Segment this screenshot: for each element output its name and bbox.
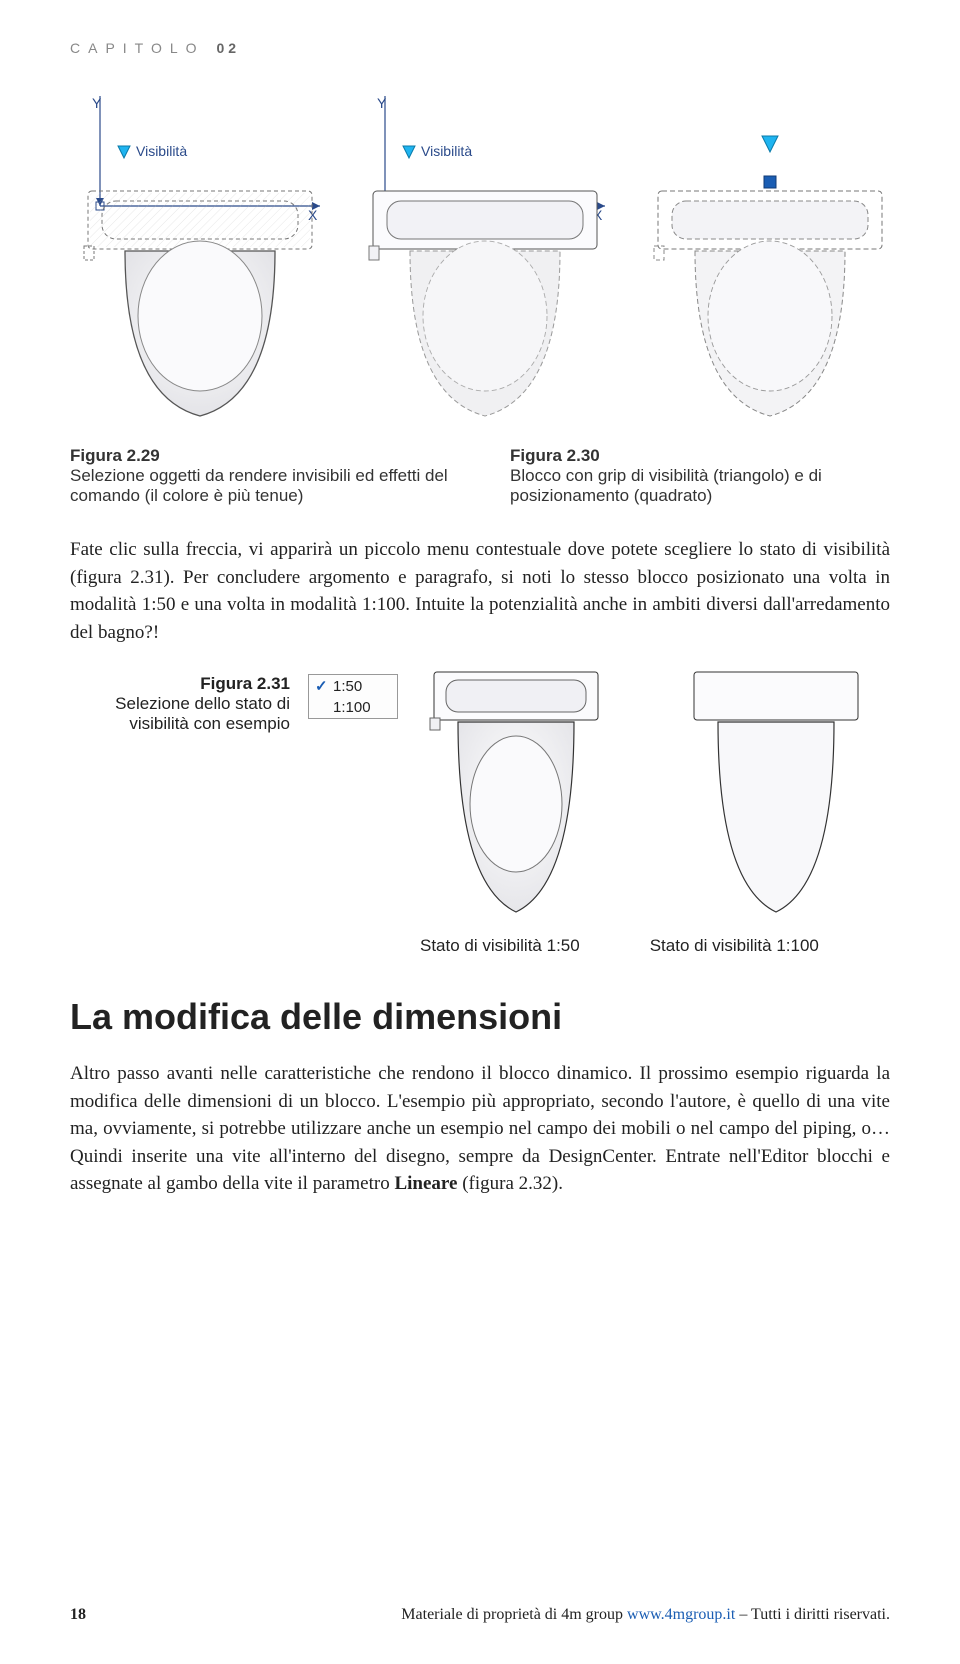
fig231-toilets: [426, 664, 866, 924]
fig230-number: Figura 2.30: [510, 446, 600, 465]
footer-link[interactable]: www.4mgroup.it: [627, 1606, 735, 1623]
scale-menu-item-other[interactable]: 1:100: [309, 697, 397, 718]
check-icon: ✓: [315, 677, 327, 695]
scale-menu-other: 1:100: [333, 699, 371, 716]
footer-text: Materiale di proprietà di 4m group www.4…: [401, 1606, 890, 1624]
fig229-number: Figura 2.29: [70, 446, 160, 465]
scale-menu-item-selected[interactable]: ✓ 1:50: [309, 675, 397, 697]
paragraph-2: Altro passo avanti nelle caratteristiche…: [70, 1060, 890, 1198]
fig230-caption: Blocco con grip di visibilità (triangolo…: [510, 466, 822, 505]
svg-text:Y: Y: [92, 96, 102, 111]
fig231-number: Figura 2.31: [200, 674, 290, 693]
svg-text:Visibilità: Visibilità: [136, 143, 187, 159]
toilet-150: [426, 664, 606, 924]
state-labels: Stato di visibilità 1:50 Stato di visibi…: [420, 936, 890, 956]
toilet-diagram-2: Y X Visibilità: [355, 96, 605, 426]
p2-part2: (figura 2.32).: [457, 1173, 563, 1194]
paragraph-1: Fate clic sulla freccia, vi apparirà un …: [70, 536, 890, 646]
state-label-right: Stato di visibilità 1:100: [650, 936, 819, 956]
chapter-number: 02: [216, 40, 240, 56]
toilet-diagram-1: Y X Visibilità: [70, 96, 320, 426]
caption-fig230: Figura 2.30 Blocco con grip di visibilit…: [510, 446, 890, 506]
page-footer: 18 Materiale di proprietà di 4m group ww…: [70, 1606, 890, 1624]
figure-row-top: Y X Visibilità: [70, 96, 890, 426]
svg-text:Y: Y: [377, 96, 387, 111]
fig231-label: Figura 2.31 Selezione dello stato di vis…: [70, 674, 290, 734]
footer-text2: – Tutti i diritti riservati.: [735, 1606, 890, 1623]
svg-text:Visibilità: Visibilità: [421, 143, 472, 159]
p2-bold: Lineare: [394, 1173, 457, 1194]
chapter-header: CAPITOLO 02: [70, 40, 890, 56]
state-label-left: Stato di visibilità 1:50: [420, 936, 580, 956]
section-heading: La modifica delle dimensioni: [70, 996, 890, 1038]
scale-menu[interactable]: ✓ 1:50 1:100: [308, 674, 398, 719]
caption-fig229: Figura 2.29 Selezione oggetti da rendere…: [70, 446, 450, 506]
fig231-caption: Selezione dello stato di visibilità con …: [115, 694, 290, 733]
toilet-diagram-3: [640, 96, 890, 426]
toilet-1100: [686, 664, 866, 924]
fig231-row: Figura 2.31 Selezione dello stato di vis…: [70, 674, 890, 924]
page-number: 18: [70, 1606, 86, 1624]
caption-row: Figura 2.29 Selezione oggetti da rendere…: [70, 446, 890, 506]
scale-menu-selected: 1:50: [333, 678, 362, 695]
chapter-label: CAPITOLO: [70, 40, 205, 56]
footer-text1: Materiale di proprietà di 4m group: [401, 1606, 627, 1623]
fig229-caption: Selezione oggetti da rendere invisibili …: [70, 466, 448, 505]
